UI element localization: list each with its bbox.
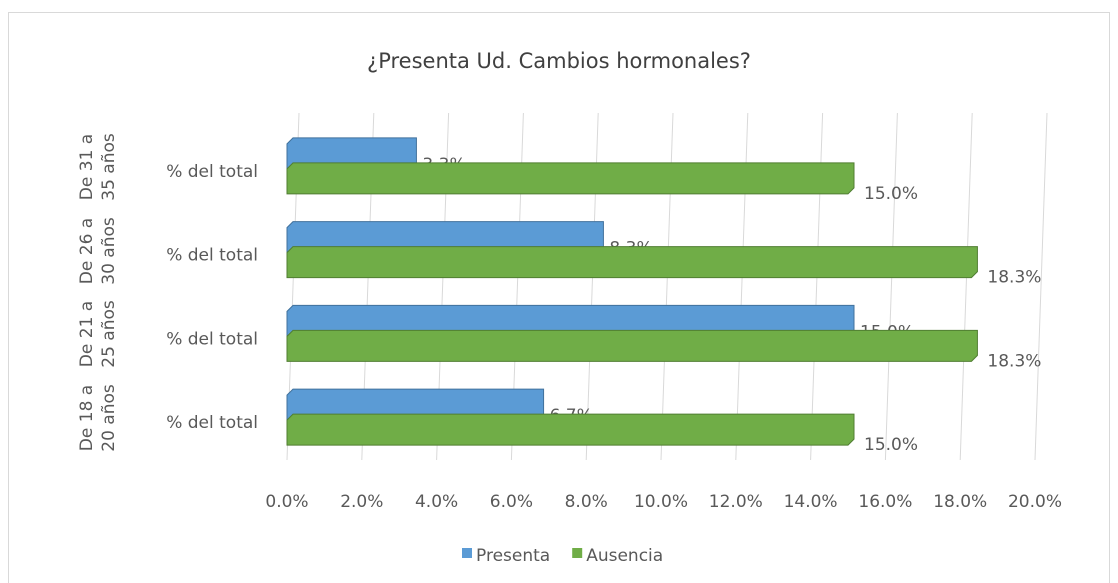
x-tick-label: 10.0% — [634, 492, 688, 512]
value-label: 18.3% — [987, 268, 1041, 288]
legend-swatch — [462, 548, 472, 558]
x-tick-label: 20.0% — [1008, 492, 1062, 512]
bar — [286, 246, 978, 279]
x-tick-label: 2.0% — [340, 492, 383, 512]
group-label: De 21 a 25 años — [77, 300, 119, 369]
legend-label: Presenta — [476, 546, 550, 566]
x-tick-label: 6.0% — [490, 492, 533, 512]
value-label: 15.0% — [864, 435, 918, 455]
category-label: % del total — [166, 329, 258, 349]
value-label: 15.0% — [864, 184, 918, 204]
x-tick-label: 14.0% — [784, 492, 838, 512]
x-tick-label: 18.0% — [933, 492, 987, 512]
category-label: % del total — [166, 162, 258, 182]
grid-line — [959, 112, 973, 461]
group-label: De 26 a 30 años — [77, 216, 119, 285]
x-tick-label: 16.0% — [858, 492, 912, 512]
category-label: % del total — [166, 413, 258, 433]
group-label: De 31 a 35 años — [77, 133, 119, 201]
x-tick-label: 4.0% — [415, 492, 458, 512]
chart-title: ¿Presenta Ud. Cambios hormonales? — [367, 49, 751, 73]
group-label: De 18 a 20 años — [77, 384, 119, 452]
x-tick-label: 0.0% — [265, 492, 308, 512]
bar — [286, 413, 855, 446]
chart-frame — [8, 12, 1110, 583]
bar — [286, 162, 855, 195]
x-tick-label: 8.0% — [565, 492, 608, 512]
category-label: % del total — [166, 246, 258, 266]
bar — [286, 329, 978, 362]
grid-line — [884, 112, 898, 461]
value-label: 18.3% — [987, 351, 1041, 371]
legend-swatch — [572, 548, 583, 558]
legend-label: Ausencia — [586, 546, 663, 566]
x-tick-label: 12.0% — [709, 492, 763, 512]
grid-line — [1034, 112, 1048, 461]
